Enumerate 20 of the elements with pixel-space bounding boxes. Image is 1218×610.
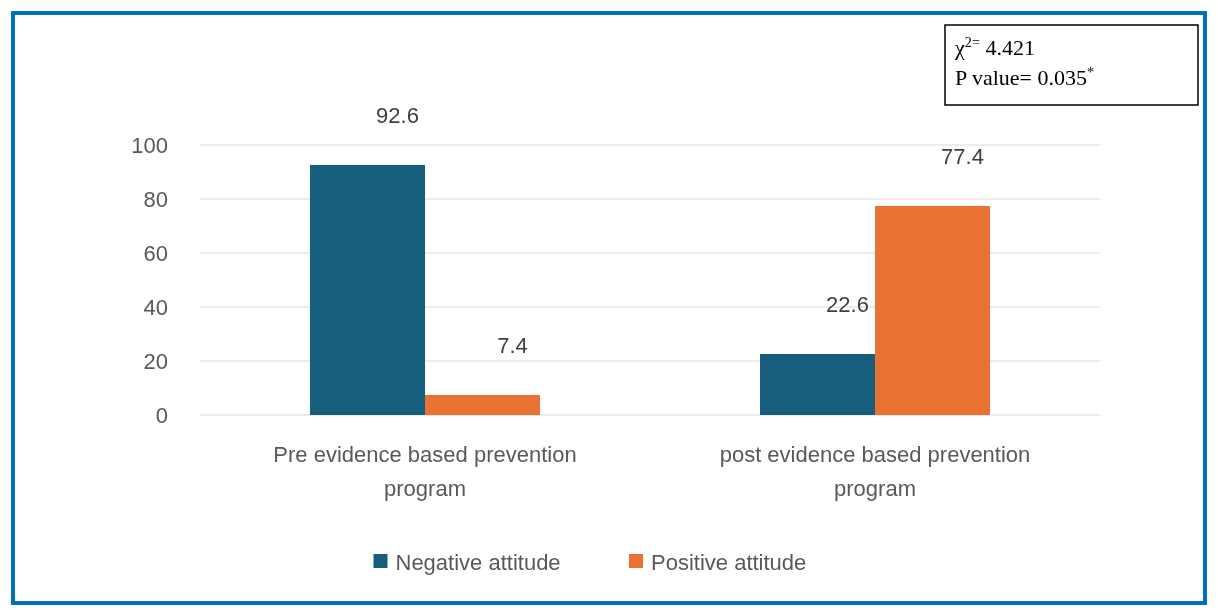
text: χ$^{2=}$ 4.421	[954, 34, 1035, 60]
data-label: 7.4	[497, 333, 528, 359]
bar	[310, 164, 425, 415]
y-tick-label: 80	[143, 186, 168, 212]
y-tick-label: 20	[143, 348, 168, 374]
y-tick-label: 0	[155, 402, 168, 428]
bar	[760, 353, 875, 415]
legend-label: Positive attitude	[651, 549, 807, 575]
y-tick-label: 60	[143, 240, 168, 266]
data-label: 22.6	[826, 291, 869, 317]
legend-label: Negative attitude	[395, 549, 561, 575]
x-tick-label: post evidence based prevention program	[719, 442, 1031, 501]
data-label: 92.6	[376, 102, 419, 128]
data-label: 77.4	[941, 144, 984, 170]
y-tick-label: 40	[143, 294, 168, 320]
bar	[875, 206, 990, 415]
x-tick-label: Pre evidence based prevention program	[273, 442, 577, 501]
text: P value= 0.035$^{*}$	[955, 64, 1095, 90]
y-tick-label: 100	[131, 132, 168, 158]
bar	[425, 395, 540, 415]
